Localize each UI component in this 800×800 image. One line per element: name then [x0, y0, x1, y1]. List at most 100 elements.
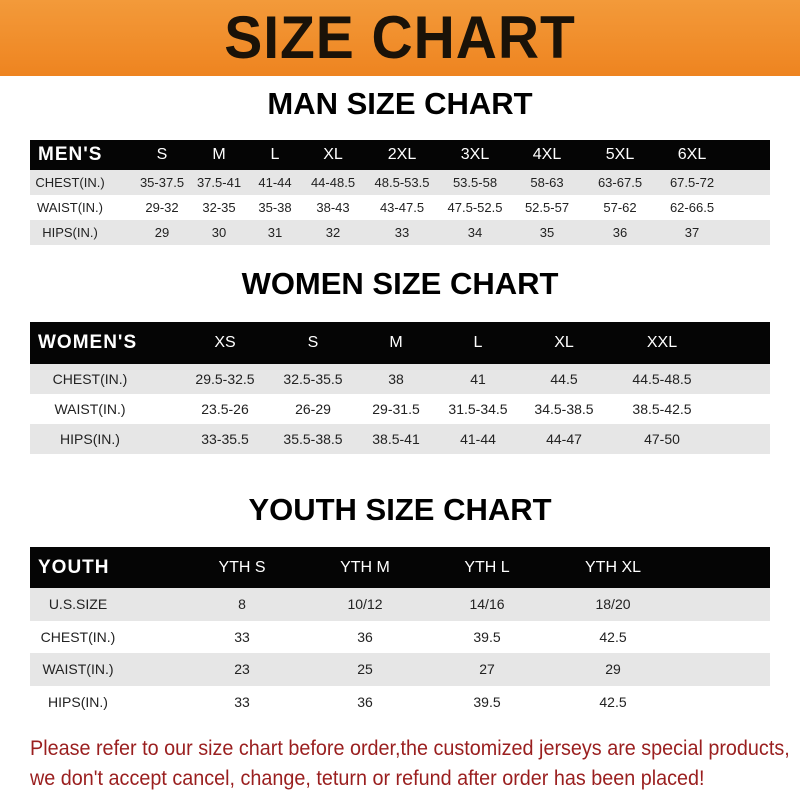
page-title: SIZE CHART: [224, 4, 576, 71]
table-row: HIPS(IN.) 29 30 31 32 33 34 35 36 37: [30, 220, 770, 245]
size-column-header: 2XL: [387, 146, 417, 163]
table-row: WAIST(IN.) 29-32 32-35 35-38 38-43 43-47.5 47.…: [30, 195, 770, 220]
measure-label: CHEST(IN.): [52, 371, 128, 387]
table-label: YOUTH: [38, 557, 110, 578]
table-cell: 31.5-34.5: [448, 401, 508, 417]
measure-label: HIPS(IN.): [42, 225, 98, 240]
table-cell: 29-32: [145, 200, 179, 215]
table-row: WAIST(IN.) 23 25 27 29: [30, 653, 770, 686]
table-cell: 14/16: [469, 596, 505, 612]
size-column-header: YTH XL: [584, 559, 642, 576]
table-cell: 34: [467, 225, 483, 240]
size-column-header: YTH S: [218, 559, 266, 576]
table-cell: 47.5-52.5: [447, 200, 503, 215]
table-cell: 35-38: [258, 200, 292, 215]
table-cell: 39.5: [473, 693, 501, 710]
measure-label: CHEST(IN.): [35, 175, 105, 190]
title-banner: SIZE CHART: [0, 0, 800, 76]
size-column-header: YTH L: [464, 559, 510, 576]
size-column-header: XL: [323, 146, 343, 163]
table-row: CHEST(IN.) 33 36 39.5 42.5: [30, 620, 770, 653]
table-cell: 44-47: [546, 431, 582, 447]
men-section-title: MAN SIZE CHART: [267, 86, 533, 121]
table-cell: 25: [357, 661, 373, 677]
size-column-header: XS: [214, 334, 236, 351]
table-cell: 38.5-41: [372, 431, 420, 447]
table-cell: 27: [479, 661, 495, 677]
table-row: U.S.SIZE 8 10/12 14/16 18/20: [30, 588, 770, 621]
table-cell: 29: [605, 661, 621, 677]
table-cell: 32.5-35.5: [283, 371, 343, 387]
measure-label: HIPS(IN.): [48, 693, 108, 710]
women-size-table: WOMEN'S XS S M L XL XXL CHEST(IN.) 29.5-32.5 32.5…: [30, 322, 770, 454]
table-cell: 35-37.5: [139, 175, 185, 190]
table-cell: 57-62: [603, 200, 637, 215]
size-column-header: M: [389, 334, 403, 351]
table-cell: 23.5-26: [201, 401, 249, 417]
table-row: WAIST(IN.) 23.5-26 26-29 29-31.5 31.5-34.5 34…: [30, 394, 770, 424]
table-row: HIPS(IN.) 33 36 39.5 42.5: [30, 685, 770, 718]
table-cell: 43-47.5: [379, 200, 425, 215]
size-column-header: YTH M: [340, 559, 390, 576]
table-cell: 29-31.5: [372, 401, 420, 417]
table-cell: 41-44: [258, 175, 292, 190]
table-cell: 36: [357, 628, 373, 645]
table-cell: 23: [234, 661, 250, 677]
table-row: HIPS(IN.) 33-35.5 35.5-38.5 38.5-41 41-44 44-…: [30, 424, 770, 454]
size-column-header: L: [270, 146, 280, 163]
table-cell: 38-43: [316, 200, 350, 215]
table-cell: 33: [234, 628, 250, 645]
table-cell: 33: [394, 225, 410, 240]
youth-section-title: YOUTH SIZE CHART: [248, 492, 552, 527]
table-cell: 37: [684, 225, 700, 240]
measure-label: WAIST(IN.): [54, 401, 126, 417]
men-size-table: MEN'S S M L XL 2XL 3XL 4XL 5XL 6XL CHEST(IN.) 35-37…: [30, 140, 770, 245]
table-header-row: WOMEN'S XS S M L XL XXL: [30, 322, 770, 364]
table-cell: 29: [154, 225, 170, 240]
table-cell: 33-35.5: [201, 431, 249, 447]
size-column-header: M: [212, 146, 226, 163]
table-cell: 36: [357, 693, 373, 710]
size-column-header: L: [473, 334, 483, 351]
table-cell: 35.5-38.5: [283, 431, 343, 447]
table-cell: 44.5: [550, 371, 578, 387]
table-cell: 63-67.5: [597, 175, 643, 190]
size-column-header: XL: [554, 334, 574, 351]
table-cell: 30: [211, 225, 227, 240]
table-cell: 36: [612, 225, 628, 240]
table-cell: 31: [267, 225, 283, 240]
table-row: CHEST(IN.) 35-37.5 37.5-41 41-44 44-48.5 48.5…: [30, 170, 770, 195]
table-cell: 53.5-58: [452, 175, 498, 190]
size-column-header: S: [156, 146, 168, 163]
size-column-header: XXL: [646, 334, 678, 351]
table-cell: 41-44: [460, 431, 496, 447]
table-cell: 29.5-32.5: [195, 371, 255, 387]
youth-size-table: YOUTH YTH S YTH M YTH L YTH XL U.S.SIZE 8 10/12…: [30, 547, 770, 718]
table-cell: 32: [325, 225, 341, 240]
table-cell: 10/12: [347, 596, 383, 612]
table-cell: 44-48.5: [310, 175, 356, 190]
size-column-header: 3XL: [460, 146, 490, 163]
table-cell: 37.5-41: [196, 175, 242, 190]
table-cell: 41: [470, 371, 486, 387]
table-cell: 42.5: [599, 693, 627, 710]
table-cell: 33: [234, 693, 250, 710]
table-cell: 38: [388, 371, 404, 387]
table-cell: 62-66.5: [669, 200, 715, 215]
table-cell: 38.5-42.5: [632, 401, 692, 417]
table-cell: 47-50: [644, 431, 680, 447]
table-header-row: MEN'S S M L XL 2XL 3XL 4XL 5XL 6XL: [30, 140, 770, 170]
table-label: MEN'S: [38, 144, 103, 165]
table-cell: 26-29: [295, 401, 331, 417]
size-column-header: 5XL: [605, 146, 635, 163]
measure-label: CHEST(IN.): [40, 628, 116, 645]
women-section-title: WOMEN SIZE CHART: [241, 266, 559, 301]
table-cell: 39.5: [473, 628, 501, 645]
table-cell: 34.5-38.5: [534, 401, 594, 417]
table-cell: 42.5: [599, 628, 627, 645]
measure-label: HIPS(IN.): [60, 431, 120, 447]
table-cell: 67.5-72: [669, 175, 715, 190]
measure-label: WAIST(IN.): [37, 200, 103, 215]
size-column-header: 4XL: [532, 146, 562, 163]
notice-line-1: Please refer to our size chart before or…: [30, 736, 790, 760]
